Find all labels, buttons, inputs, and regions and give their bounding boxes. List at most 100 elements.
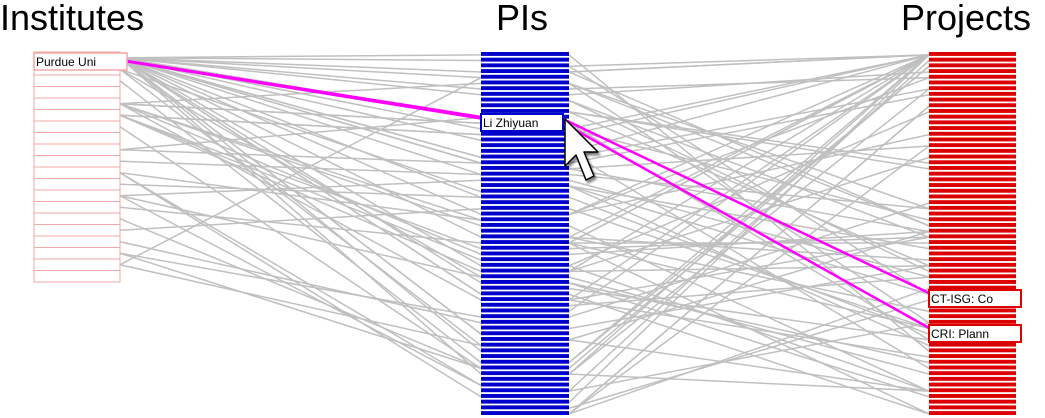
- institute-row[interactable]: [33, 235, 121, 248]
- pi-row[interactable]: [481, 371, 569, 376]
- project-row[interactable]: [929, 120, 1016, 125]
- project-row[interactable]: [929, 74, 1016, 79]
- pi-row[interactable]: [481, 388, 569, 393]
- project-row[interactable]: [929, 342, 1016, 347]
- project-row[interactable]: [929, 171, 1016, 176]
- project-row[interactable]: [929, 280, 1016, 284]
- pi-row[interactable]: [481, 234, 569, 239]
- pi-row[interactable]: [481, 211, 569, 216]
- institute-row[interactable]: [33, 270, 121, 283]
- institute-row[interactable]: [33, 155, 121, 168]
- project-row[interactable]: [929, 268, 1016, 273]
- pi-row[interactable]: [481, 285, 569, 290]
- institute-row[interactable]: [33, 74, 121, 87]
- pi-row[interactable]: [481, 188, 569, 193]
- project-row[interactable]: [929, 109, 1016, 113]
- institute-row[interactable]: [33, 97, 121, 110]
- project-row[interactable]: [929, 274, 1016, 279]
- project-row[interactable]: [929, 365, 1016, 370]
- project-row[interactable]: [929, 399, 1016, 404]
- pi-row[interactable]: [481, 52, 569, 56]
- pi-row[interactable]: [481, 359, 569, 364]
- pi-row[interactable]: [481, 314, 569, 319]
- pi-row[interactable]: [481, 240, 569, 244]
- pi-row[interactable]: [481, 160, 569, 165]
- pi-row[interactable]: [481, 103, 569, 108]
- pi-row[interactable]: [481, 63, 569, 68]
- project-row[interactable]: [929, 69, 1016, 73]
- project-row[interactable]: [929, 348, 1016, 353]
- pi-row[interactable]: [481, 308, 569, 313]
- pi-row[interactable]: [481, 331, 569, 336]
- pi-row[interactable]: [481, 143, 569, 148]
- project-row[interactable]: [929, 143, 1016, 148]
- project-row[interactable]: [929, 234, 1016, 239]
- project-row[interactable]: [929, 371, 1016, 376]
- project-row[interactable]: [929, 63, 1016, 68]
- pi-row[interactable]: [481, 382, 569, 387]
- project-row[interactable]: [929, 308, 1016, 313]
- pi-row[interactable]: [481, 302, 569, 307]
- selected-institute[interactable]: Purdue Uni: [33, 52, 128, 71]
- institute-row[interactable]: [33, 212, 121, 225]
- pi-row[interactable]: [481, 354, 569, 358]
- project-row[interactable]: [929, 200, 1016, 205]
- pi-row[interactable]: [481, 80, 569, 85]
- institute-row[interactable]: [33, 120, 121, 133]
- pi-row[interactable]: [481, 223, 569, 227]
- pi-row[interactable]: [481, 131, 569, 136]
- pi-row[interactable]: [481, 200, 569, 205]
- project-row[interactable]: [929, 285, 1016, 290]
- pi-row[interactable]: [481, 365, 569, 370]
- project-row[interactable]: [929, 154, 1016, 159]
- pi-row[interactable]: [481, 86, 569, 91]
- pi-row[interactable]: [481, 194, 569, 199]
- project-row[interactable]: [929, 251, 1016, 256]
- project-row[interactable]: [929, 354, 1016, 358]
- pi-row[interactable]: [481, 154, 569, 159]
- institute-row[interactable]: [33, 258, 121, 271]
- pi-row[interactable]: [481, 137, 569, 142]
- pi-row[interactable]: [481, 97, 569, 102]
- institute-row[interactable]: [33, 247, 121, 260]
- project-row[interactable]: [929, 103, 1016, 108]
- project-row[interactable]: [929, 137, 1016, 142]
- project-row[interactable]: [929, 314, 1016, 319]
- pi-row[interactable]: [481, 325, 569, 330]
- project-row[interactable]: [929, 80, 1016, 85]
- selected-pi[interactable]: Li Zhiyuan: [480, 113, 564, 132]
- institute-row[interactable]: [33, 166, 121, 179]
- institute-row[interactable]: [33, 143, 121, 156]
- pi-row[interactable]: [481, 166, 569, 170]
- pi-row[interactable]: [481, 228, 569, 233]
- project-row[interactable]: [929, 148, 1016, 153]
- project-row[interactable]: [929, 131, 1016, 136]
- project-row[interactable]: [929, 257, 1016, 262]
- project-row[interactable]: [929, 126, 1016, 130]
- project-row[interactable]: [929, 57, 1016, 62]
- pi-row[interactable]: [481, 262, 569, 267]
- pi-row[interactable]: [481, 183, 569, 187]
- pi-row[interactable]: [481, 280, 569, 284]
- pi-row[interactable]: [481, 319, 569, 324]
- institute-row[interactable]: [33, 132, 121, 145]
- project-row[interactable]: [929, 319, 1016, 324]
- project-row[interactable]: [929, 205, 1016, 210]
- project-row[interactable]: [929, 188, 1016, 193]
- pi-row[interactable]: [481, 217, 569, 222]
- project-row[interactable]: [929, 97, 1016, 102]
- pi-row[interactable]: [481, 91, 569, 96]
- project-row[interactable]: [929, 194, 1016, 199]
- project-row[interactable]: [929, 183, 1016, 187]
- pi-row[interactable]: [481, 177, 569, 182]
- selected-project[interactable]: CRI: Plann: [928, 324, 1022, 343]
- project-row[interactable]: [929, 382, 1016, 387]
- institute-row[interactable]: [33, 189, 121, 202]
- project-row[interactable]: [929, 388, 1016, 393]
- pi-row[interactable]: [481, 251, 569, 256]
- project-row[interactable]: [929, 405, 1016, 410]
- project-row[interactable]: [929, 394, 1016, 398]
- pi-row[interactable]: [481, 376, 569, 381]
- project-row[interactable]: [929, 228, 1016, 233]
- pi-row[interactable]: [481, 399, 569, 404]
